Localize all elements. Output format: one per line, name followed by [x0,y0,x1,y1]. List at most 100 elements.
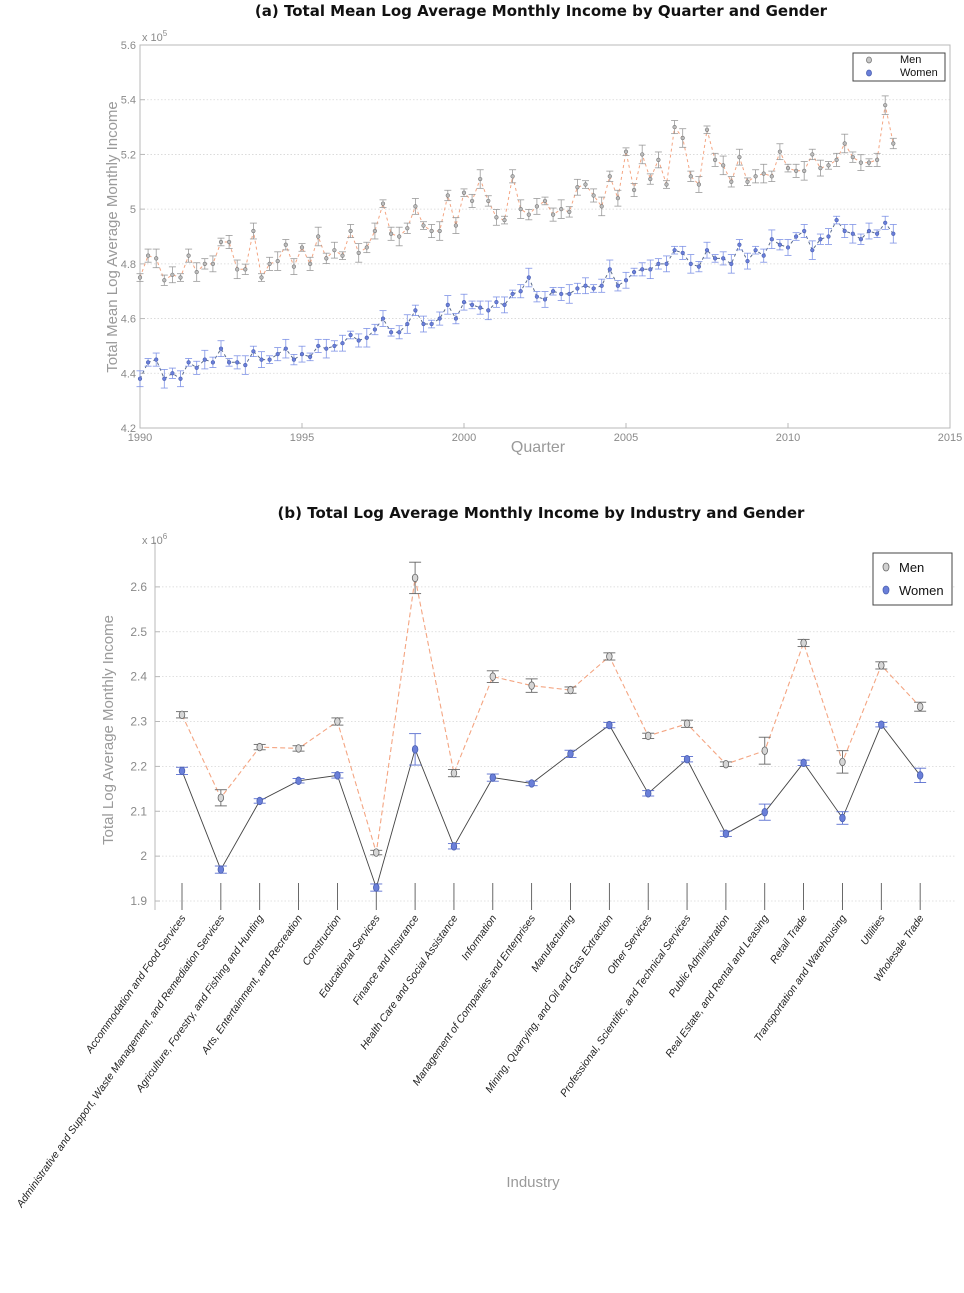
panel-a-point-women [842,228,847,234]
panel-a-point-women [259,357,264,362]
panel-a-point-women [267,357,272,362]
panel-a-point-women [421,321,426,327]
panel-a-point-women [631,269,637,275]
panel-a-point-women [413,308,418,313]
panel-a-point-men [478,176,483,182]
panel-a-point-women [672,248,677,253]
panel-a-point-men [389,231,394,236]
panel-a-point-women [688,261,693,266]
panel-a-point-men [235,267,240,272]
panel-a-point-women [826,234,831,239]
panel-a-point-men [631,187,637,193]
panel-b-point-men [683,719,691,728]
panel-a-y-tick-label: 4.2 [121,423,136,435]
panel-a-point-women [753,248,758,253]
panel-a-point-men [324,256,329,261]
panel-b-x-axis-label: Industry [506,1174,560,1191]
panel-b-point-women [606,720,613,730]
panel-a-point-men [494,215,499,220]
panel-a-point-men [283,242,288,247]
panel-a-point-men [316,234,321,239]
panel-a-point-men [850,155,855,160]
panel-b-point-men [256,742,263,752]
panel-b-legend-box [872,552,953,606]
panel-a-point-men [429,228,434,234]
panel-a-point-women [453,316,459,321]
panel-a-point-women [243,362,248,368]
panel-b-point-men [411,573,419,583]
panel-a-x-tick-label: 1995 [290,432,314,444]
panel-a-point-women [721,256,726,261]
panel-b-point-women [528,779,535,788]
panel-a-point-men [745,179,750,184]
panel-a-point-men [445,193,450,198]
panel-a-point-women [470,302,475,307]
panel-b-category-label: Construction [300,913,344,968]
panel-b-point-women [645,789,652,798]
panel-b-point-women [411,745,419,754]
panel-a-point-men [348,228,353,234]
panel-a-point-men [243,267,248,272]
panel-a-point-men [842,141,847,146]
panel-a-point-men [356,250,361,256]
panel-a-point-men [227,239,232,245]
panel-a-point-women [567,291,572,297]
panel-a-point-women [461,300,467,305]
panel-b-y-tick-label: 2.3 [130,715,147,729]
panel-a-ticks: 4.2 4.4 4.6 4.8 5 5.2 5.4 5.6 1990 1995 2000 2005 20… [121,40,963,444]
panel-a-point-men [818,166,823,171]
panel-a-point-women [478,305,483,310]
legend-women-label: Women [900,67,938,79]
legend-men-marker [866,56,872,64]
panel-a-point-men [599,204,604,209]
panel-a-point-women [437,316,442,321]
panel-a-point-women [316,343,321,349]
panel-a-point-women [761,253,766,258]
panel-a-point-women [283,346,288,351]
panel-a-point-men [704,127,710,132]
panel-a-point-women [299,352,305,357]
panel-a-x-axis-label: Quarter [511,439,566,456]
panel-a-x-tick-label: 2000 [452,432,476,444]
panel-a-point-women [542,297,548,302]
panel-a-point-men [550,212,556,217]
panel-a-point-women [615,283,621,288]
panel-a-point-women [154,357,159,362]
panel-b-point-men [217,793,225,803]
panel-b: (b) Total Log Average Monthly Income by … [14,504,955,1211]
panel-a-point-women [785,245,791,250]
panel-a-point-women [793,234,799,239]
panel-b-category-label: Finance and Insurance [350,913,421,1008]
panel-a-point-men [891,141,896,146]
panel-a-point-women [356,338,361,343]
panel-a-point-women [186,360,191,365]
panel-a-y-tick-label: 5.2 [121,149,136,161]
panel-a-point-women [534,294,540,299]
panel-a-point-women [656,261,661,266]
legend-b-women-label: Women [899,583,944,598]
panel-a-point-men [397,234,402,239]
panel-a-point-men [251,228,256,234]
panel-a-point-men [761,171,766,176]
panel-a-point-men [137,275,143,280]
panel-a-point-women [202,357,207,362]
panel-a-point-men [170,272,175,277]
panel-a-point-men [178,275,183,280]
panel-a-point-women [834,217,839,223]
panel-a-point-women [348,332,353,338]
panel-b-point-women [256,796,263,806]
panel-a-point-men [259,275,264,280]
panel-b-category-label: Retail Trade [768,913,810,966]
panel-a-y-tick-label: 4.8 [121,259,136,271]
panel-b-legend: Men Women [872,552,953,606]
panel-a-point-men [421,223,426,228]
panel-a-point-women [550,289,556,294]
panel-a-point-men [364,245,369,250]
panel-a-point-men [559,207,564,212]
panel-a-point-men [656,157,661,162]
panel-a-point-women [364,335,369,340]
panel-a-point-men [542,198,548,204]
panel-b-y-tick-label: 2.6 [130,580,147,594]
panel-b-point-women [800,758,807,767]
